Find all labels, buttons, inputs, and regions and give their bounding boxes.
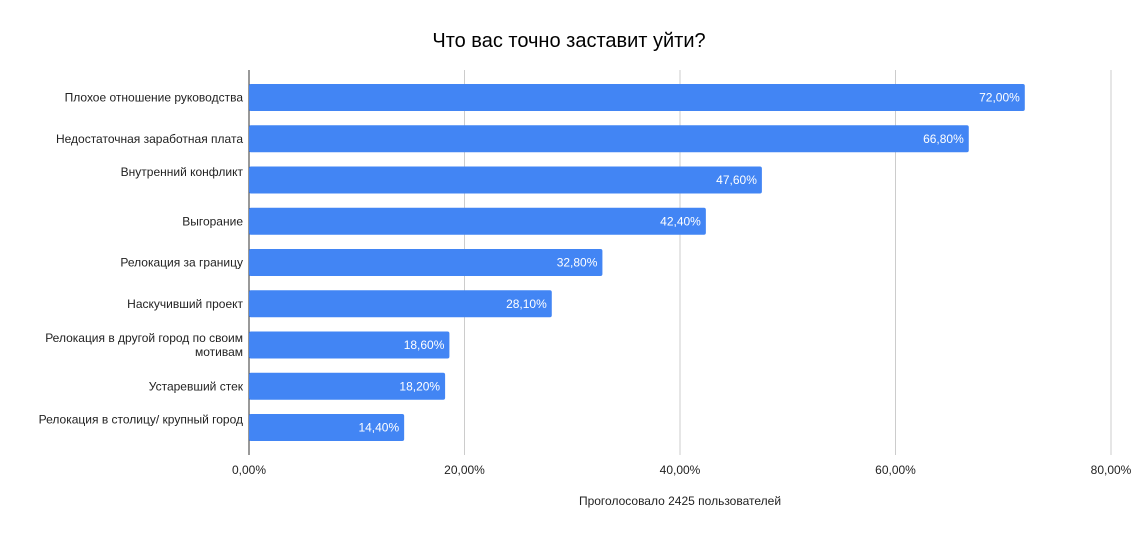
x-tick-label: 20,00% [444,463,485,477]
bar-data-label: 18,20% [399,379,440,393]
bar [249,414,405,441]
bar [249,331,450,359]
x-tick-label: 0,00% [232,463,266,477]
category-label-line: мотивам [195,345,243,359]
bar [249,249,603,276]
bar-data-label: 66,80% [923,132,964,146]
x-tick-label: 40,00% [660,463,701,477]
x-axis-label: Проголосовало 2425 пользователей [579,494,781,508]
bar [249,207,706,235]
bar [249,125,969,153]
bar-data-label: 28,10% [506,297,547,311]
bar-data-label: 32,80% [557,256,598,270]
category-label: Релокация в столицу/ крупный город [39,413,243,427]
category-label-line: Релокация в столицу/ крупный город [39,413,243,427]
category-label: Наскучивший проект [127,297,243,311]
bar [249,84,1025,111]
category-label-line: Устаревший стек [149,379,244,393]
category-label: Релокация за границу [120,256,243,270]
chart-title: Что вас точно заставит уйти? [432,30,705,52]
bar-data-label: 72,00% [979,91,1020,105]
bar-data-label: 42,40% [660,214,701,228]
category-labels: Плохое отношение руководства Недостаточна… [39,91,244,427]
x-axis-ticks: 0,00% 20,00% 40,00% 60,00% 80,00% [232,463,1132,477]
bar [249,166,762,194]
category-label-line: Внутренний конфликт [121,165,244,179]
category-label: Выгорание [182,214,243,228]
category-label: Релокация в другой город по своим мотивам [45,331,243,359]
bar [249,372,446,400]
category-label-line: Выгорание [182,214,243,228]
category-label-line: Релокация в другой город по своим [45,331,243,345]
x-tick-label: 60,00% [875,463,916,477]
category-label-line: Наскучивший проект [127,297,243,311]
category-label-line: Релокация за границу [120,256,243,270]
category-label-line: Плохое отношение руководства [65,91,244,105]
x-tick-label: 80,00% [1091,463,1132,477]
bars: 72,00% 66,80% 47,60% 42,40% 32,80% 28,10% 18,6… [249,84,1025,441]
bar-data-label: 18,60% [404,338,445,352]
category-label: Плохое отношение руководства [65,91,244,105]
category-label: Недостаточная заработная плата [56,132,243,146]
category-label: Внутренний конфликт [121,165,244,179]
category-label: Устаревший стек [149,379,244,393]
bar-data-label: 47,60% [716,173,757,187]
category-label-line: Недостаточная заработная плата [56,132,243,146]
bar-data-label: 14,40% [358,421,399,435]
bar [249,290,552,318]
